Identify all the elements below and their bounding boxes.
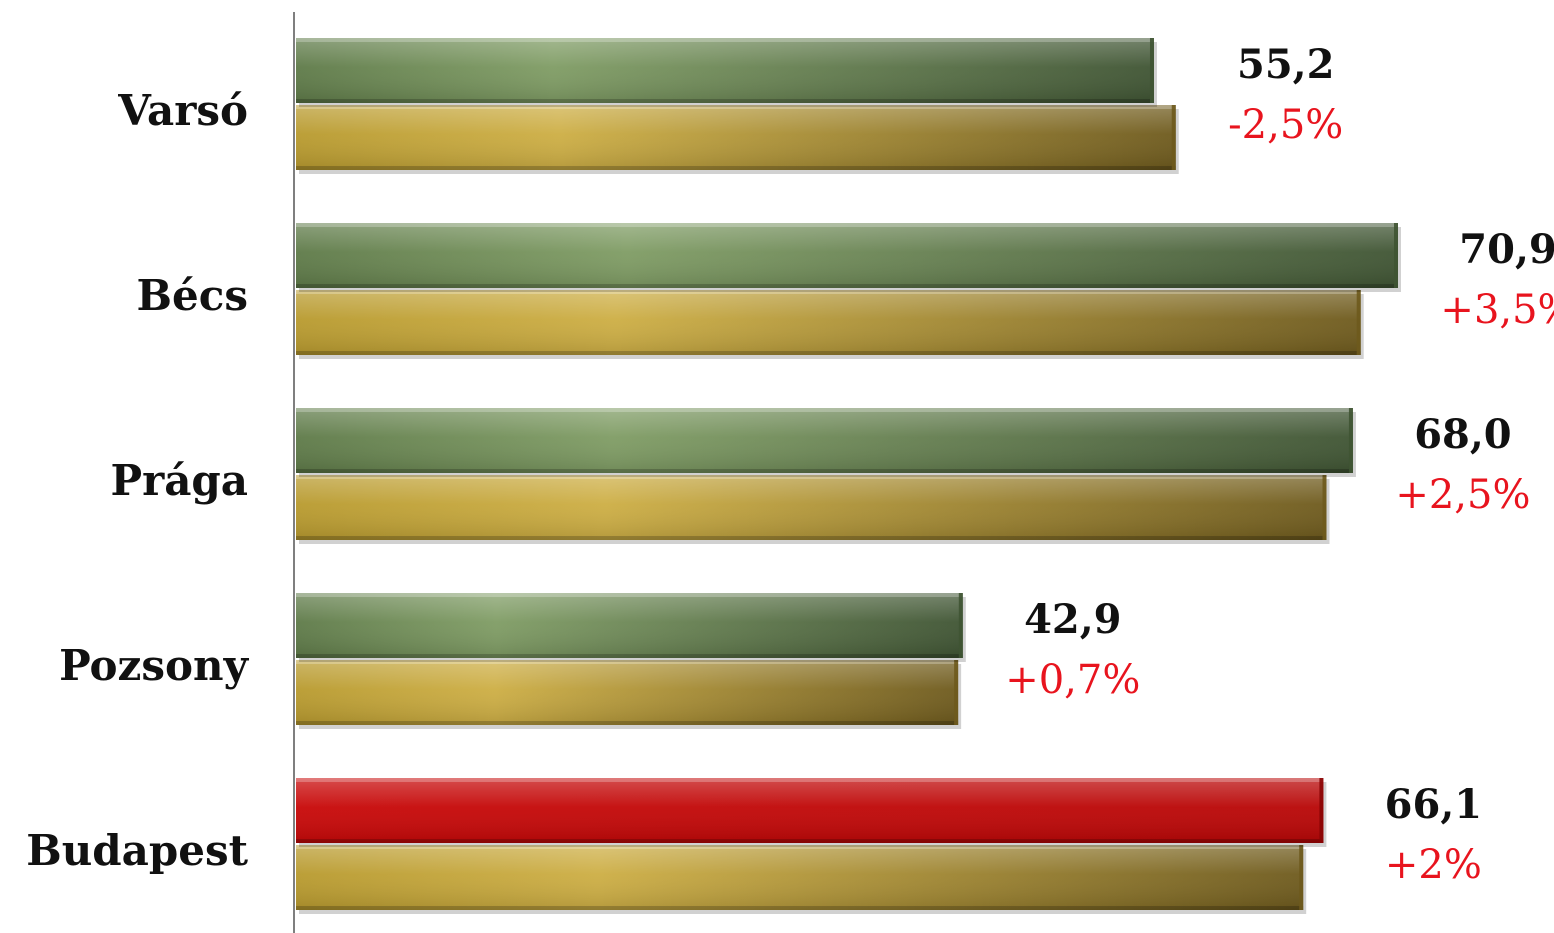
bar-series2-praga-bottom-bevel	[296, 536, 1327, 540]
bar-series2-praga	[296, 475, 1330, 544]
change-label-praga: +2,5%	[1395, 472, 1530, 518]
bar-series2-pozsony-bottom-bevel	[296, 721, 959, 725]
bar-series1-varso-bottom-bevel	[296, 99, 1154, 103]
bar-series2-budapest-bottom-bevel	[296, 906, 1304, 910]
change-label-pozsony: +0,7%	[1005, 657, 1140, 703]
value-label-varso: 55,2	[1237, 41, 1334, 88]
bar-series1-praga-end-bevel	[1348, 408, 1353, 473]
bar-series1-pozsony-bottom-bevel	[296, 654, 963, 658]
change-label-varso: -2,5%	[1228, 102, 1343, 148]
bar-series2-pozsony-gloss	[296, 660, 959, 725]
bar-series2-praga-end-bevel	[1322, 475, 1327, 540]
bar-series1-varso-gloss	[296, 38, 1154, 103]
bar-series1-becs-top-bevel	[296, 223, 1398, 227]
bar-series1-praga-gloss	[296, 408, 1353, 473]
category-label-budapest: Budapest	[26, 826, 248, 875]
bar-series1-praga	[296, 408, 1356, 477]
bar-series1-praga-bottom-bevel	[296, 469, 1353, 473]
bar-series2-becs	[296, 290, 1364, 359]
bar-series2-budapest-top-bevel	[296, 845, 1304, 849]
bar-series2-varso-bottom-bevel	[296, 166, 1176, 170]
bar-series1-pozsony-gloss	[296, 593, 963, 658]
bar-series2-becs-gloss	[296, 290, 1361, 355]
bar-series1-becs-bottom-bevel	[296, 284, 1398, 288]
bar-series1-budapest-bottom-bevel	[296, 839, 1324, 843]
bar-series1-varso-end-bevel	[1149, 38, 1154, 103]
value-label-pozsony: 42,9	[1024, 596, 1121, 643]
change-label-budapest: +2%	[1385, 842, 1482, 888]
bar-series2-praga-gloss	[296, 475, 1327, 540]
bar-series1-praga-top-bevel	[296, 408, 1353, 412]
category-label-praga: Prága	[110, 456, 248, 505]
value-label-becs: 70,9	[1459, 226, 1554, 273]
bar-series1-pozsony-top-bevel	[296, 593, 963, 597]
bar-series1-budapest-top-bevel	[296, 778, 1324, 782]
bar-series2-becs-top-bevel	[296, 290, 1361, 294]
bar-series2-varso-end-bevel	[1171, 105, 1176, 170]
bar-series2-pozsony	[296, 660, 962, 729]
labels-group: Varsó 55,2 -2,5% Bécs 70,9 +3,5% Prága 68,0 +2,5…	[26, 41, 1554, 888]
bar-series1-varso	[296, 38, 1157, 107]
bar-series2-varso-top-bevel	[296, 105, 1176, 109]
bar-series1-budapest-gloss	[296, 778, 1324, 843]
change-label-becs: +3,5%	[1440, 287, 1554, 333]
bar-series1-becs-end-bevel	[1394, 223, 1398, 288]
bar-series1-budapest-end-bevel	[1319, 778, 1324, 843]
value-label-praga: 68,0	[1414, 411, 1511, 458]
bars-group	[296, 38, 1401, 914]
bar-series2-becs-end-bevel	[1356, 290, 1361, 355]
bar-series2-budapest-end-bevel	[1299, 845, 1304, 910]
bar-series2-varso-gloss	[296, 105, 1176, 170]
bar-series2-budapest	[296, 845, 1307, 914]
bar-series1-varso-top-bevel	[296, 38, 1154, 42]
bar-series2-pozsony-end-bevel	[954, 660, 959, 725]
bar-series1-pozsony	[296, 593, 966, 662]
bar-series2-varso	[296, 105, 1179, 174]
category-label-pozsony: Pozsony	[59, 641, 250, 690]
value-label-budapest: 66,1	[1385, 781, 1482, 828]
category-label-varso: Varsó	[117, 86, 248, 135]
bar-series2-budapest-gloss	[296, 845, 1304, 910]
bar-series1-becs-gloss	[296, 223, 1398, 288]
bar-series2-pozsony-top-bevel	[296, 660, 959, 664]
category-label-becs: Bécs	[137, 271, 248, 320]
bar-series1-pozsony-end-bevel	[958, 593, 963, 658]
bar-series2-praga-top-bevel	[296, 475, 1327, 479]
bar-series1-budapest	[296, 778, 1327, 847]
bar-series2-becs-bottom-bevel	[296, 351, 1361, 355]
bar-series1-becs	[296, 223, 1401, 292]
